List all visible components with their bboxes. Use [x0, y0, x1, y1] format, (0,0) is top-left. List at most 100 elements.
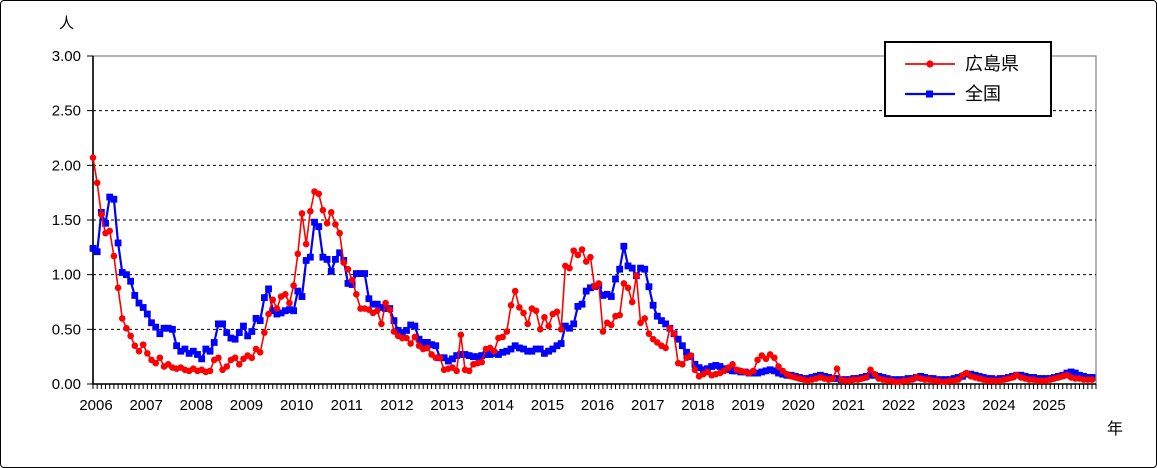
y-tick-label: 3.00 — [52, 48, 81, 65]
data-point-square — [294, 287, 302, 295]
data-point-circle — [407, 340, 414, 347]
data-point-circle — [281, 291, 289, 298]
data-point-circle — [595, 280, 603, 287]
data-point-circle — [319, 206, 327, 214]
data-point-square — [403, 327, 410, 334]
data-point-square — [499, 348, 507, 356]
x-tick-label: 2023 — [932, 397, 965, 414]
legend: 広島県 全国 — [884, 41, 1052, 117]
data-point-circle — [729, 361, 736, 368]
legend-sample-hiroshima-line-circle-icon — [905, 60, 955, 68]
data-point-square — [662, 320, 670, 328]
x-tick-label: 2016 — [581, 397, 614, 414]
y-tick-label: 0.50 — [52, 321, 81, 338]
x-tick-label: 2024 — [982, 397, 1015, 414]
data-point-square — [478, 352, 486, 359]
data-point-square — [286, 306, 293, 314]
data-point-square — [658, 317, 665, 324]
data-point-square — [507, 345, 515, 353]
data-point-circle — [373, 307, 381, 315]
legend-sample-zenkoku-line-square-icon — [905, 90, 955, 98]
data-point-square — [423, 339, 431, 346]
y-tick-label: 0.00 — [52, 376, 81, 393]
x-tick-label: 2015 — [531, 397, 564, 414]
data-point-circle — [516, 304, 523, 311]
data-point-circle — [353, 291, 360, 298]
data-point-circle — [411, 333, 419, 341]
data-point-circle — [131, 342, 139, 350]
data-point-circle — [457, 331, 465, 339]
data-point-square — [411, 322, 419, 330]
data-point-square — [89, 245, 97, 252]
series-hiroshima — [89, 154, 1096, 386]
data-point-square — [269, 307, 277, 315]
data-point-square — [210, 339, 218, 346]
data-point-square — [603, 290, 611, 298]
data-point-square — [1071, 369, 1079, 377]
data-point-circle — [265, 310, 272, 318]
data-point-circle — [98, 211, 105, 218]
data-point-square — [143, 310, 151, 318]
data-point-circle — [624, 284, 632, 292]
data-point-circle — [114, 284, 122, 292]
data-point-circle — [545, 322, 552, 330]
data-point-circle — [499, 333, 506, 341]
data-point-square — [457, 351, 465, 358]
data-point-square — [641, 265, 649, 273]
data-point-square — [110, 195, 118, 203]
data-point-square — [553, 342, 561, 350]
data-point-circle — [290, 282, 297, 289]
data-point-circle — [478, 358, 486, 366]
data-point-square — [273, 310, 281, 318]
data-point-square — [708, 363, 716, 370]
data-point-square — [628, 264, 636, 272]
y-axis-unit-label: 人 — [59, 15, 75, 32]
data-point-square — [127, 277, 135, 285]
data-point-circle — [273, 305, 281, 312]
data-point-square — [695, 364, 703, 371]
data-point-circle — [954, 376, 962, 383]
data-point-circle — [261, 329, 268, 336]
data-point-circle — [862, 374, 870, 381]
data-point-square — [398, 329, 406, 337]
data-point-square — [311, 218, 318, 226]
data-point-square — [235, 329, 243, 337]
legend-item-zenkoku: 全国 — [904, 85, 1050, 103]
data-point-circle — [553, 308, 561, 316]
data-point-square — [511, 342, 519, 350]
data-point-square — [123, 271, 130, 279]
data-point-circle — [833, 365, 841, 372]
data-point-circle — [465, 367, 473, 375]
x-tick-label: 2010 — [280, 397, 313, 414]
data-point-circle — [424, 344, 431, 352]
data-point-square — [407, 321, 415, 329]
data-point-square — [277, 309, 285, 317]
data-point-square — [649, 301, 657, 309]
data-point-circle — [206, 367, 214, 375]
data-point-circle — [152, 359, 159, 367]
data-point-square — [231, 335, 239, 343]
data-point-circle — [323, 219, 331, 227]
data-point-circle — [307, 207, 314, 215]
data-point-square — [214, 320, 222, 328]
data-point-square — [348, 281, 356, 288]
data-point-square — [114, 239, 122, 247]
data-point-circle — [771, 354, 778, 362]
data-point-circle — [235, 361, 243, 368]
data-point-circle — [110, 252, 118, 260]
data-point-circle — [156, 354, 164, 362]
data-point-square — [520, 345, 527, 353]
x-tick-label: 2011 — [331, 397, 363, 414]
data-point-square — [265, 285, 272, 293]
data-point-square — [332, 255, 339, 263]
data-point-circle — [215, 354, 222, 362]
data-point-square — [678, 342, 686, 350]
data-point-circle — [608, 321, 615, 329]
x-tick-label: 2009 — [230, 397, 263, 414]
data-point-circle — [520, 309, 527, 317]
data-point-circle — [641, 315, 649, 322]
data-point-square — [357, 270, 364, 277]
data-point-circle — [336, 229, 343, 237]
data-point-square — [93, 248, 101, 256]
data-point-square — [173, 342, 180, 350]
